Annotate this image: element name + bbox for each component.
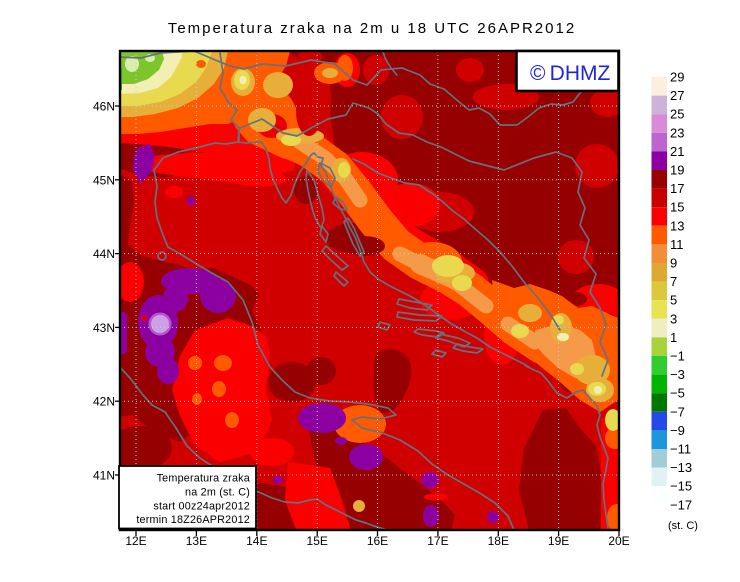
svg-text:12E: 12E [125, 534, 146, 548]
svg-text:−5: −5 [670, 386, 685, 401]
svg-text:23: 23 [670, 125, 684, 140]
svg-text:14E: 14E [246, 534, 267, 548]
svg-text:15E: 15E [307, 534, 328, 548]
svg-text:27: 27 [670, 88, 684, 103]
svg-text:−11: −11 [670, 442, 691, 457]
svg-text:25: 25 [670, 107, 684, 122]
svg-text:15: 15 [670, 200, 684, 215]
svg-text:3: 3 [670, 311, 677, 326]
svg-text:5: 5 [670, 293, 677, 308]
svg-text:termin 18Z26APR2012: termin 18Z26APR2012 [136, 514, 250, 526]
svg-text:−3: −3 [670, 367, 685, 382]
svg-text:−15: −15 [670, 479, 692, 494]
svg-text:1: 1 [670, 330, 677, 345]
svg-text:41N: 41N [93, 469, 115, 483]
svg-text:46N: 46N [93, 100, 115, 114]
svg-text:42N: 42N [93, 395, 115, 409]
svg-text:20E: 20E [608, 534, 629, 548]
svg-text:© DHMZ: © DHMZ [530, 62, 611, 85]
svg-text:43N: 43N [93, 321, 115, 335]
svg-text:11: 11 [670, 237, 684, 252]
svg-text:13E: 13E [186, 534, 207, 548]
svg-text:−7: −7 [670, 404, 685, 419]
svg-text:16E: 16E [367, 534, 388, 548]
svg-text:start 00z24apr2012: start 00z24apr2012 [153, 501, 250, 513]
svg-text:(st. C): (st. C) [668, 520, 698, 532]
svg-text:21: 21 [670, 144, 684, 159]
svg-text:na 2m (st. C): na 2m (st. C) [185, 487, 250, 499]
svg-text:45N: 45N [93, 173, 115, 187]
svg-text:19E: 19E [548, 534, 569, 548]
svg-text:Temperatura zraka: Temperatura zraka [157, 473, 250, 485]
svg-text:44N: 44N [93, 247, 115, 261]
svg-text:−9: −9 [670, 423, 685, 438]
svg-text:17: 17 [670, 181, 684, 196]
svg-text:7: 7 [670, 274, 677, 289]
svg-text:17E: 17E [427, 534, 448, 548]
svg-text:−13: −13 [670, 460, 692, 475]
svg-text:9: 9 [670, 256, 677, 271]
svg-text:−17: −17 [670, 497, 692, 512]
svg-text:13: 13 [670, 218, 684, 233]
svg-text:19: 19 [670, 163, 684, 178]
svg-text:−1: −1 [670, 349, 685, 364]
svg-text:29: 29 [670, 70, 684, 85]
svg-text:Temperatura zraka na 2m u 18 U: Temperatura zraka na 2m u 18 UTC 26APR20… [168, 20, 576, 37]
svg-text:18E: 18E [488, 534, 509, 548]
